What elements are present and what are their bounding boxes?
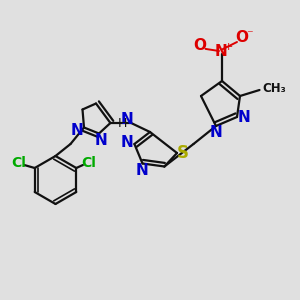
- Text: Cl: Cl: [11, 157, 26, 170]
- Text: N: N: [94, 133, 107, 148]
- Text: S: S: [176, 144, 188, 162]
- Text: N: N: [237, 110, 250, 124]
- Text: N: N: [121, 135, 133, 150]
- Text: ⁻: ⁻: [246, 28, 253, 41]
- Text: CH₃: CH₃: [262, 82, 286, 95]
- Text: N: N: [71, 123, 84, 138]
- Text: N: N: [135, 163, 148, 178]
- Text: O: O: [193, 38, 206, 52]
- Text: H: H: [117, 117, 127, 130]
- Text: N: N: [121, 112, 134, 127]
- Text: N: N: [214, 44, 227, 59]
- Text: +: +: [223, 41, 233, 52]
- Text: Cl: Cl: [81, 156, 96, 170]
- Text: O: O: [235, 30, 248, 45]
- Text: N: N: [210, 125, 222, 140]
